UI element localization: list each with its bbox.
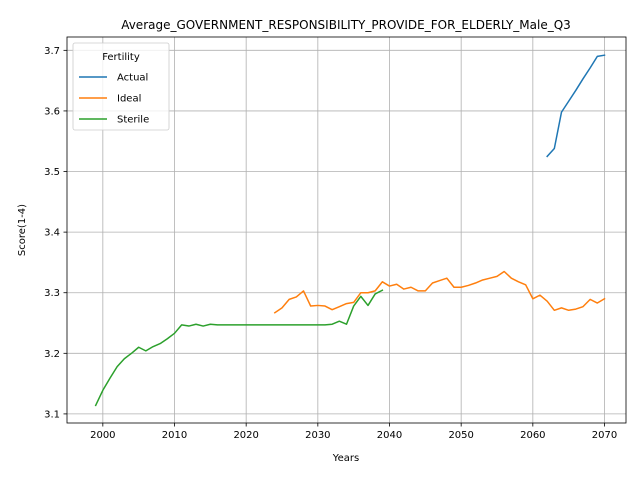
x-tick-label: 2040 [377,430,402,441]
chart-title: Average_GOVERNMENT_RESPONSIBILITY_PROVID… [121,18,571,32]
x-tick-label: 2030 [305,430,330,441]
legend-label-ideal: Ideal [117,94,141,105]
series-line-ideal [273,270,606,314]
x-tick-label: 2010 [162,430,187,441]
legend-label-actual: Actual [117,73,148,84]
x-tick-label: 2000 [90,430,115,441]
legend-label-sterile: Sterile [117,115,149,126]
legend: Fertility Actual Ideal Sterile [72,42,170,131]
y-tick-label: 3.1 [44,409,60,420]
y-tick-label: 3.4 [44,228,60,239]
x-tick-label: 2020 [233,430,258,441]
legend-items: Actual Ideal Sterile [79,73,149,126]
legend-title: Fertility [102,52,140,63]
y-tick-label: 3.7 [44,46,60,57]
grid [67,37,626,423]
x-tick-label: 2050 [448,430,473,441]
plot-frame [66,36,627,424]
y-tick-label: 3.6 [44,106,60,117]
legend-box [72,42,170,131]
series-line-sterile [94,289,384,407]
series-line-actual [546,54,606,158]
x-axis-label: Years [332,453,359,464]
x-tick-label: 2060 [520,430,545,441]
series-group [94,54,606,407]
y-tick-label: 3.3 [44,288,60,299]
y-tick-label: 3.2 [44,349,60,360]
y-tick-label: 3.5 [44,167,60,178]
x-axis: 2000 2010 2020 2030 2040 2050 2060 2070 [90,423,617,441]
y-axis: 3.1 3.2 3.3 3.4 3.5 3.6 3.7 [44,46,67,420]
y-axis-label: Score(1-4) [17,204,28,256]
x-tick-label: 2070 [592,430,617,441]
